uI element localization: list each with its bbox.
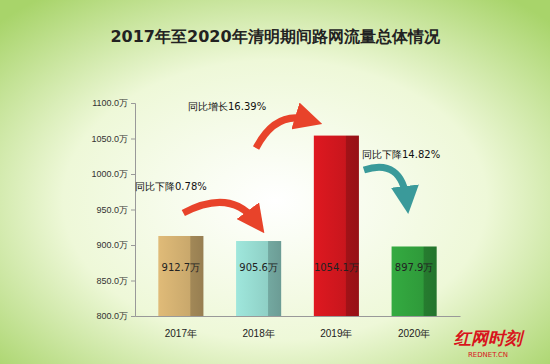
x-tick: 2020年 bbox=[398, 328, 430, 339]
y-tick-label: 900.0万 bbox=[96, 240, 128, 250]
title: 2017年至2020年清明期间路网流量总体情况 bbox=[110, 27, 440, 46]
y-tick-label: 950.0万 bbox=[96, 205, 128, 215]
bar bbox=[236, 241, 281, 316]
y-tick-line bbox=[131, 139, 135, 140]
arrow bbox=[364, 167, 407, 200]
bar bbox=[314, 136, 359, 316]
x-tick-label: 2019年 bbox=[320, 328, 352, 339]
data-label: 912.7万 bbox=[162, 262, 201, 273]
data-label: 905.6万 bbox=[239, 262, 278, 273]
y-tick-label: 1100.0万 bbox=[92, 98, 128, 108]
data-label: 897.9万 bbox=[395, 262, 434, 273]
annotation: 同比下降14.82% bbox=[362, 149, 440, 160]
y-tick-line bbox=[131, 210, 135, 211]
x-tick: 2017年 bbox=[165, 328, 197, 339]
data-label: 1054.1万 bbox=[314, 262, 359, 273]
y-axis: 800.0万 850.0万 900.0万 950.0万 1000.0万 1050.0万 11… bbox=[91, 98, 135, 321]
arrow bbox=[256, 118, 309, 148]
watermark: 红网时刻 bbox=[453, 328, 525, 348]
x-tick-label: 2017年 bbox=[165, 328, 197, 339]
x-tick-label: 2018年 bbox=[242, 328, 274, 339]
arrow bbox=[183, 202, 256, 222]
y-tick: 950.0万 bbox=[96, 205, 135, 215]
x-tick-label: 2020年 bbox=[398, 328, 430, 339]
annotations: 同比下降0.78% 同比增长16.39% 同比下降14.82% bbox=[135, 101, 440, 192]
y-axis-line bbox=[131, 104, 136, 317]
annotation: 同比增长16.39% bbox=[188, 101, 266, 112]
y-tick-label: 850.0万 bbox=[96, 276, 128, 286]
y-tick-label: 1000.0万 bbox=[91, 169, 128, 179]
x-tick: 2019年 bbox=[320, 328, 352, 339]
y-tick-line bbox=[131, 245, 135, 246]
y-tick: 900.0万 bbox=[96, 240, 135, 250]
bars bbox=[158, 136, 436, 316]
x-tick: 2018年 bbox=[242, 328, 274, 339]
y-tick: 1050.0万 bbox=[91, 134, 135, 144]
y-tick-label: 800.0万 bbox=[96, 311, 128, 321]
data-labels: 912.7万 905.6万 1054.1万 897.9万 bbox=[162, 262, 434, 273]
y-tick: 1100.0万 bbox=[92, 98, 135, 108]
y-tick-line bbox=[131, 316, 135, 317]
y-tick: 800.0万 bbox=[96, 311, 135, 321]
x-axis-line bbox=[136, 316, 461, 317]
y-tick-line bbox=[131, 103, 135, 104]
watermark: REDNET.CN bbox=[468, 351, 508, 359]
y-tick-line bbox=[131, 174, 135, 175]
y-tick-line bbox=[131, 281, 135, 282]
bar bbox=[158, 236, 203, 316]
x-axis: 2017年 2018年 2019年 2020年 bbox=[136, 317, 461, 340]
y-tick: 1000.0万 bbox=[91, 169, 135, 179]
annotation: 同比下降0.78% bbox=[135, 181, 207, 192]
y-tick-label: 1050.0万 bbox=[91, 134, 128, 144]
bar bbox=[392, 246, 437, 316]
y-tick: 850.0万 bbox=[96, 276, 135, 286]
background bbox=[0, 0, 550, 364]
chart: 2017年至2020年清明期间路网流量总体情况 800.0万 850.0万 900.0… bbox=[0, 0, 550, 364]
